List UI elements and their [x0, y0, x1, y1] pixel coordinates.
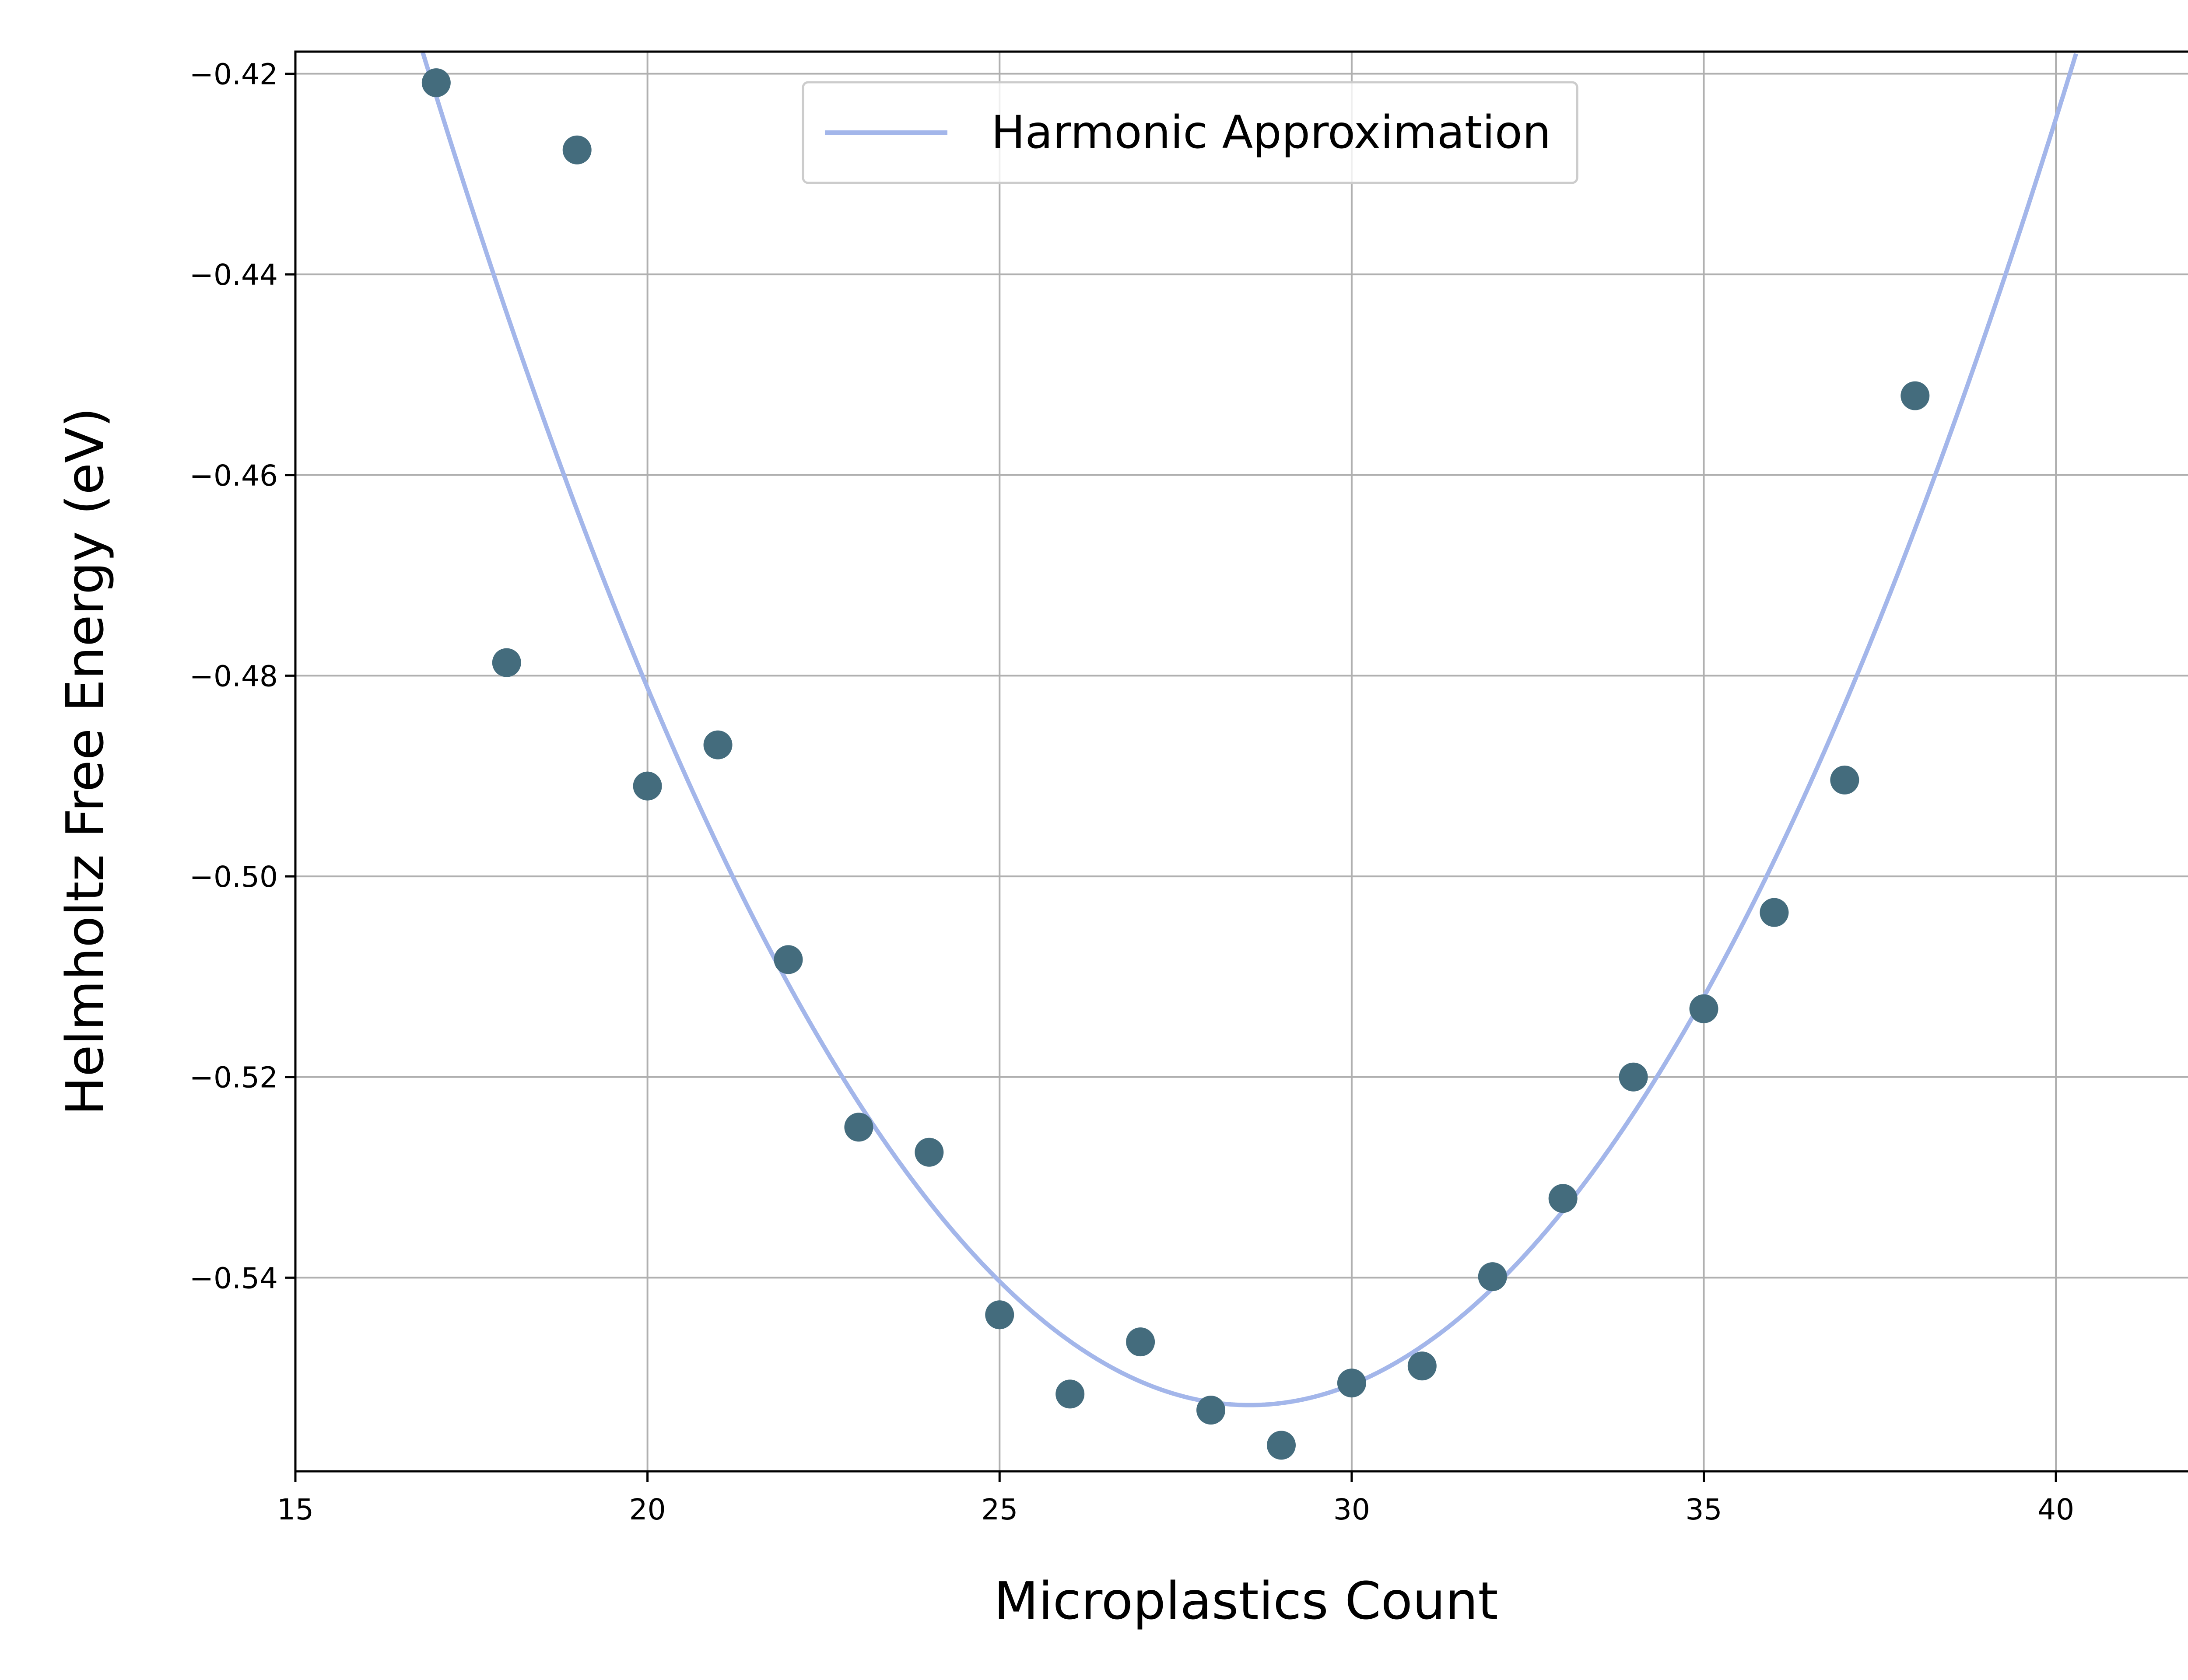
- data-point: [1055, 1379, 1085, 1409]
- x-axis-title: Microplastics Count: [994, 1571, 1498, 1631]
- data-point: [774, 945, 803, 974]
- data-point: [1760, 898, 1789, 927]
- legend-label-harmonic-approximation: Harmonic Approximation: [991, 106, 1551, 159]
- data-point: [492, 648, 521, 677]
- x-tick-label: 25: [981, 1493, 1018, 1526]
- y-axis-ticks: −0.54 −0.52 −0.50 −0.48 −0.46 −0.44 −0.42: [189, 57, 295, 1295]
- y-tick-label: −0.54: [189, 1261, 278, 1295]
- x-tick-label: 30: [1333, 1493, 1370, 1526]
- data-point: [1619, 1062, 1648, 1092]
- data-point: [1478, 1262, 1507, 1292]
- data-point: [1126, 1327, 1155, 1357]
- data-points: [421, 68, 1930, 1460]
- data-point: [985, 1300, 1014, 1330]
- data-point: [421, 68, 451, 98]
- data-point: [1337, 1368, 1366, 1398]
- data-point: [844, 1113, 873, 1142]
- data-point: [1266, 1431, 1296, 1460]
- fit-line-layer: [421, 52, 2078, 1407]
- data-point: [1196, 1396, 1226, 1425]
- plot-frame: [294, 50, 2188, 1473]
- y-tick-label: −0.46: [189, 459, 278, 493]
- y-tick-label: −0.50: [189, 860, 278, 894]
- x-tick-label: 40: [2037, 1493, 2074, 1526]
- y-axis-title: Helmholtz Free Energy (eV): [55, 407, 115, 1115]
- x-tick-label: 15: [277, 1493, 314, 1526]
- legend: Harmonic Approximation: [802, 81, 1578, 184]
- data-point: [1830, 765, 1859, 794]
- harmonic-approximation-line: [421, 52, 2078, 1407]
- data-point: [1548, 1184, 1578, 1213]
- y-tick-label: −0.44: [189, 258, 278, 292]
- data-point: [1900, 381, 1930, 410]
- data-point: [703, 730, 733, 760]
- data-point: [633, 771, 662, 801]
- data-point: [915, 1138, 944, 1167]
- grid: [295, 52, 2188, 1471]
- data-point: [562, 135, 592, 164]
- legend-box: [802, 81, 1578, 184]
- x-tick-label: 35: [1686, 1493, 1722, 1526]
- data-point: [1407, 1351, 1437, 1381]
- y-tick-label: −0.48: [189, 659, 278, 693]
- x-axis-ticks: 15 20 25 30 35 40: [277, 1471, 2074, 1526]
- x-tick-label: 20: [629, 1493, 666, 1526]
- y-tick-label: −0.52: [189, 1061, 278, 1095]
- data-point: [1689, 994, 1718, 1023]
- y-tick-label: −0.42: [189, 57, 278, 91]
